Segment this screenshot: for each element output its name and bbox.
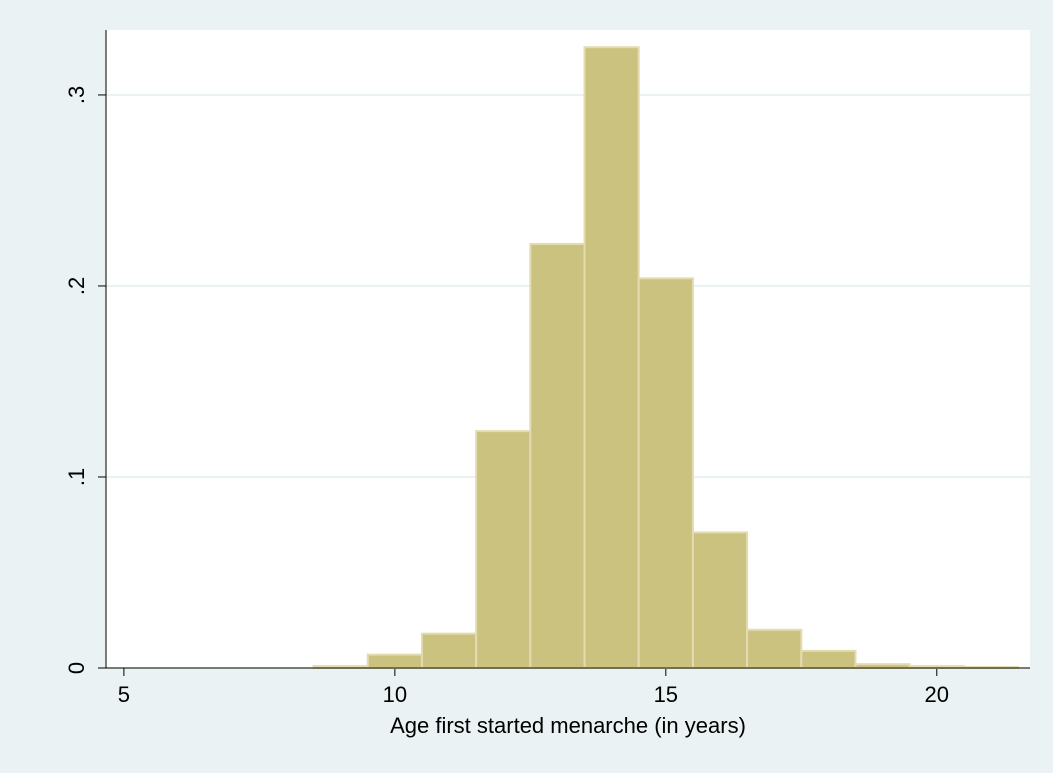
y-tick-label: .1 — [64, 468, 89, 486]
bar — [637, 277, 694, 669]
y-tick-label: .2 — [64, 277, 89, 295]
x-tick-label: 10 — [383, 682, 407, 707]
bar — [746, 628, 803, 669]
bar — [800, 649, 857, 670]
x-tick-label: 20 — [925, 682, 949, 707]
bar — [854, 663, 911, 669]
bar — [475, 430, 532, 669]
x-tick-label: 5 — [118, 682, 130, 707]
bar — [366, 653, 423, 669]
bar — [420, 632, 478, 669]
y-tick-label: .3 — [64, 86, 89, 104]
y-tick-label: 0 — [64, 662, 89, 674]
bar — [529, 242, 586, 669]
x-axis-title: Age first started menarche (in years) — [390, 713, 746, 738]
x-tick-label: 15 — [654, 682, 678, 707]
bar — [583, 46, 640, 670]
bar — [691, 531, 749, 670]
